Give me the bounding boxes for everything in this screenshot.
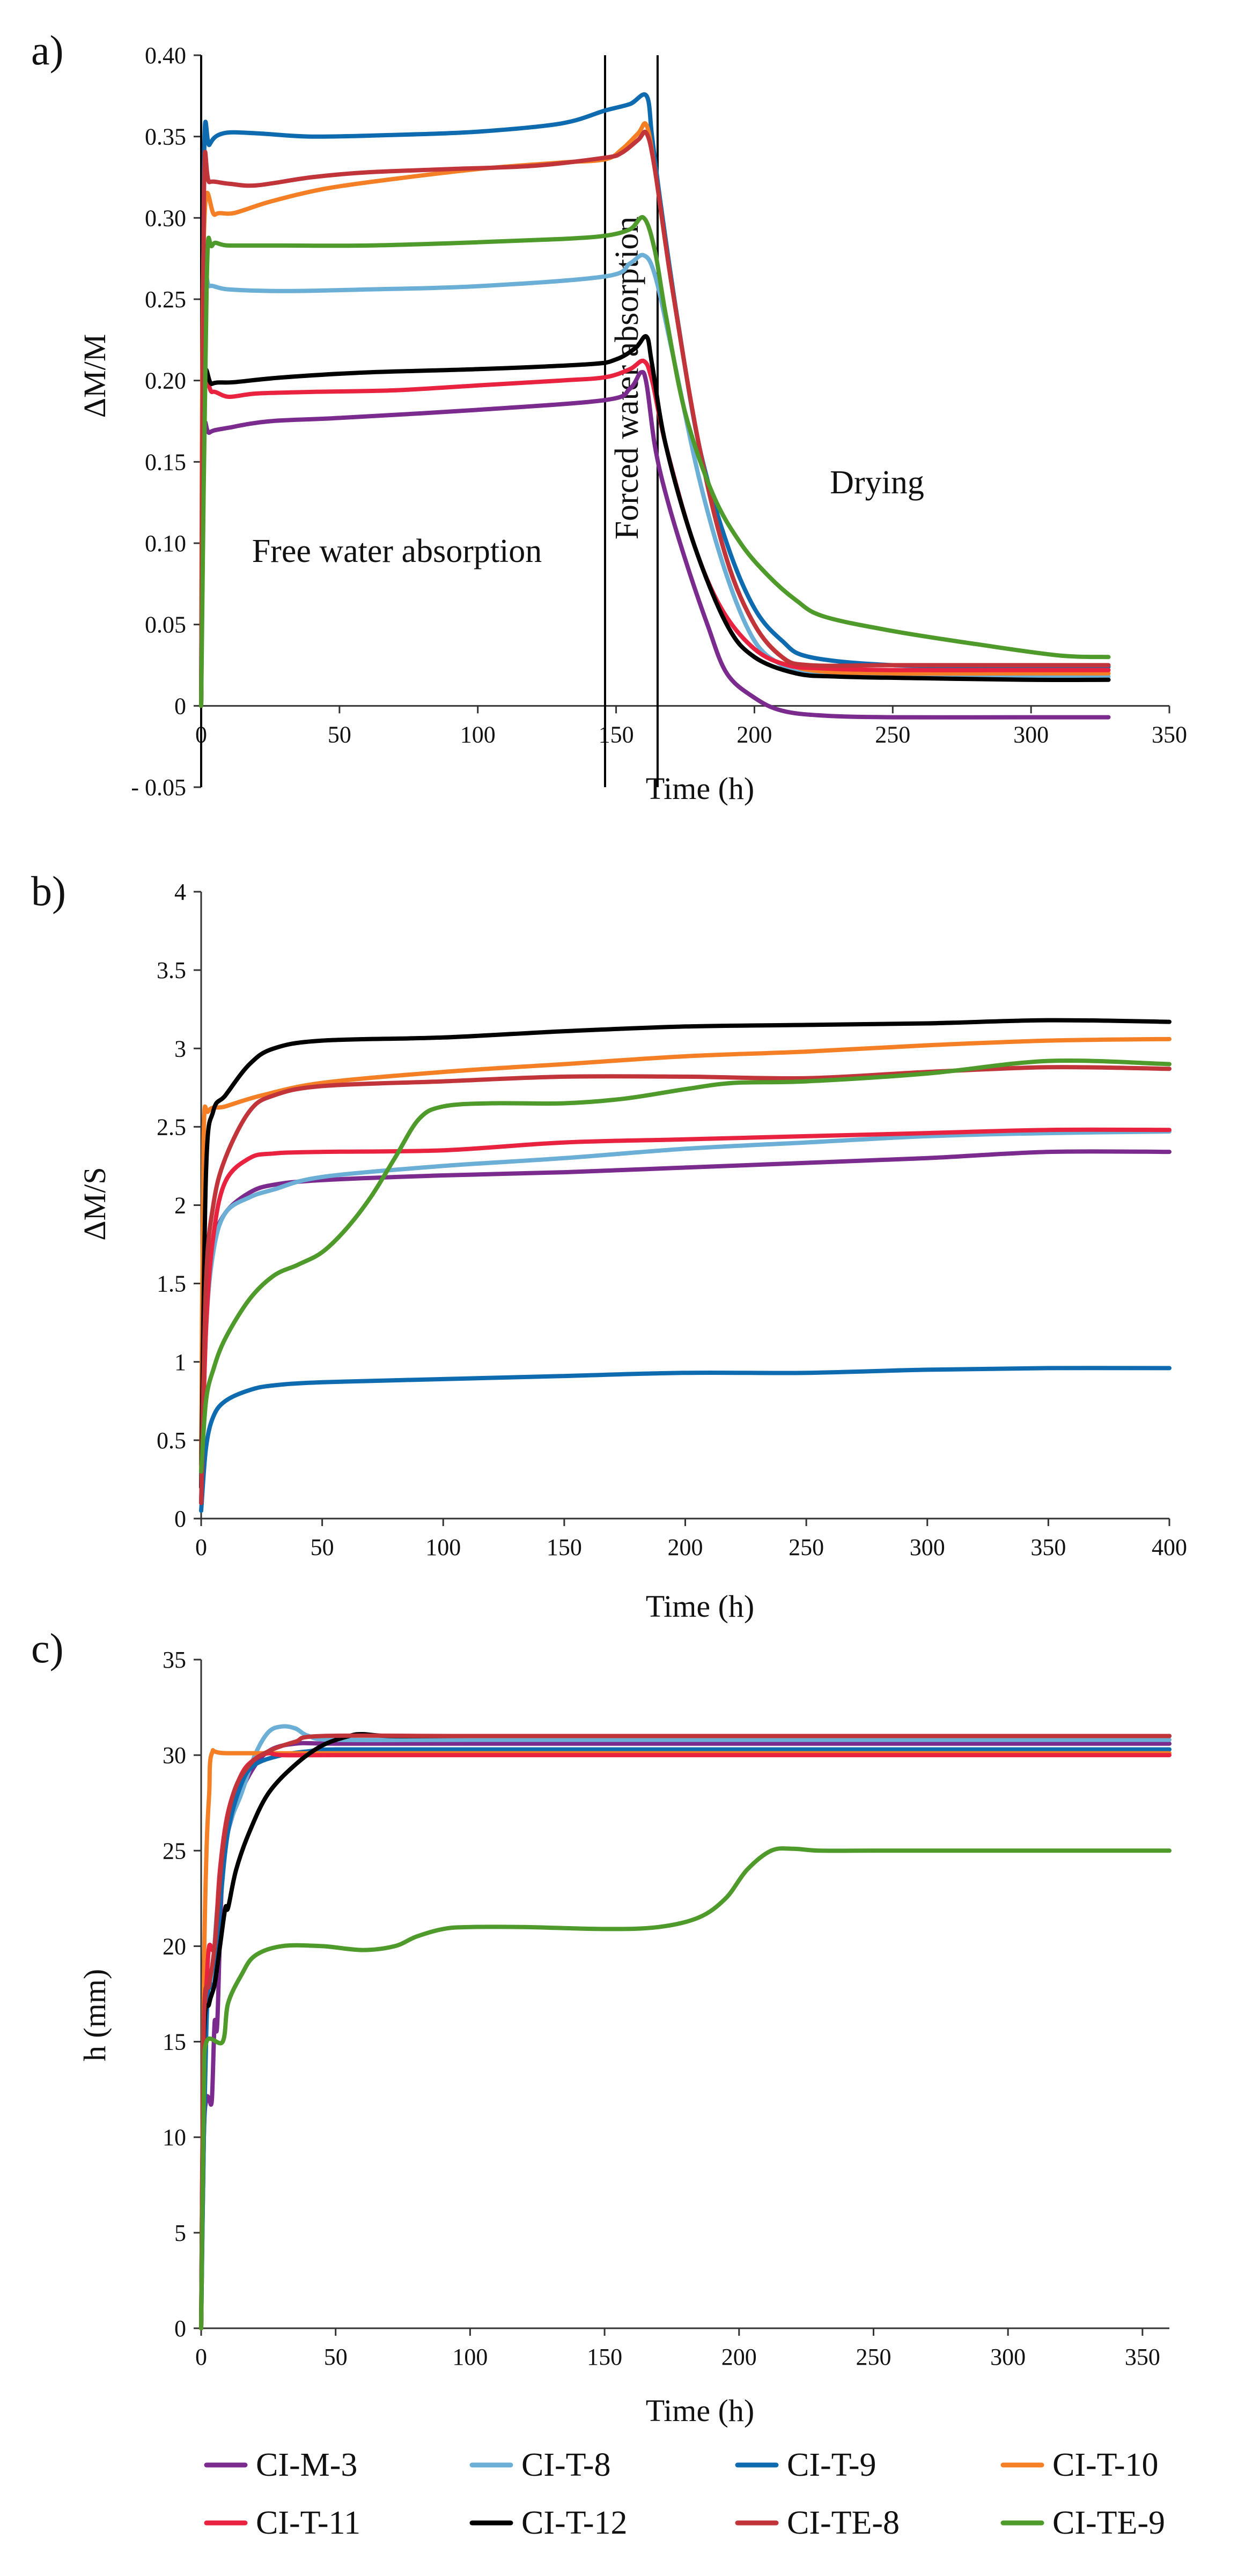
panel-b-y-tick-label: 1.5	[157, 1271, 186, 1297]
panel-a-label: a)	[31, 27, 64, 73]
panel-a: a) Time (h) ΔM/M Free water absorption F…	[31, 27, 1187, 806]
panel-b-x-tick-label: 0	[195, 1534, 207, 1560]
panel-a-series-ci-t-11	[199, 358, 1111, 708]
panel-a-series-ci-t-12	[199, 334, 1111, 708]
panel-a-x-tick-label: 150	[599, 721, 634, 747]
panel-a-y-tick-label: 0.40	[145, 42, 186, 69]
panel-b-x-tick-label: 200	[668, 1534, 703, 1560]
panel-a-y-tick-label: 0.05	[145, 612, 186, 638]
panel-b-series-ci-t-11	[199, 1127, 1172, 1505]
panel-b-x-tick-label: 150	[547, 1534, 582, 1560]
panel-c-y-tick-label: 5	[174, 2220, 186, 2246]
panel-a-y-tick-label: 0	[174, 693, 186, 719]
panel-c-series-ci-te-8	[199, 1733, 1172, 2330]
panel-a-y-axis-label: ΔM/M	[77, 334, 112, 418]
panel-b-y-axis-label: ΔM/S	[77, 1167, 112, 1240]
panel-a-x-tick-label: 300	[1013, 721, 1049, 747]
panel-a-x-tick-label: 200	[736, 721, 772, 747]
panel-c-series-group	[199, 1724, 1172, 2330]
panel-b-y-tick-label: 3	[174, 1035, 186, 1062]
panel-c-y-tick-label: 25	[163, 1838, 186, 1864]
panel-c-y-axis-label: h (mm)	[77, 1969, 112, 2061]
legend: CI-M-3 CI-T-8 CI-T-9 CI-T-10 CI-T-11 CI-T-12 C…	[204, 2447, 1165, 2541]
panel-b-series-ci-t-10	[199, 1037, 1172, 1474]
panel-c-x-tick-label: 300	[990, 2344, 1026, 2370]
panel-c-label: c)	[31, 1625, 64, 1671]
panel-a-y-tick-label: - 0.05	[131, 774, 186, 801]
panel-b-series-ci-te-9	[199, 1058, 1172, 1474]
panel-b-y-tick-label: 0.5	[157, 1427, 186, 1454]
panel-c-y-tick-label: 20	[163, 1933, 186, 1959]
panel-b-x-tick-label: 300	[910, 1534, 945, 1560]
panel-b-y-tick-label: 4	[174, 879, 186, 905]
panel-a-y-tick-label: 0.15	[145, 449, 186, 475]
panel-b-x-tick-label: 400	[1152, 1534, 1187, 1560]
panel-b-x-tick-label: 100	[425, 1534, 461, 1560]
panel-c-x-tick-label: 100	[452, 2344, 488, 2370]
panel-a-x-tick-label: 50	[328, 721, 351, 747]
annotation-free-water-absorption: Free water absorption	[252, 533, 542, 569]
legend-label-ci-t-10: CI-T-10	[1052, 2447, 1158, 2483]
panel-c-y-tick-label: 10	[163, 2125, 186, 2151]
panel-c-x-tick-label: 250	[856, 2344, 891, 2370]
panel-a-series-ci-m-3	[199, 369, 1111, 720]
panel-a-series-ci-te-9	[199, 215, 1111, 708]
panel-c-x-tick-label: 0	[195, 2344, 207, 2370]
panel-a-y-tick-label: 0.35	[145, 124, 186, 150]
panel-b-y-tick-label: 3.5	[157, 957, 186, 983]
panel-a-series-ci-t-9	[199, 92, 1111, 708]
panel-c-y-tick-label: 30	[163, 1742, 186, 1768]
legend-label-ci-t-12: CI-T-12	[521, 2505, 627, 2541]
panel-a-y-tick-label: 0.20	[145, 368, 186, 394]
panel-b-series-ci-t-9	[199, 1366, 1172, 1513]
panel-a-series-ci-t-8	[199, 253, 1111, 708]
legend-label-ci-t-11: CI-T-11	[256, 2505, 360, 2541]
panel-a-y-tick-label: 0.10	[145, 530, 186, 557]
panel-a-y-tick-label: 0.25	[145, 286, 186, 313]
legend-label-ci-te-9: CI-TE-9	[1052, 2505, 1165, 2541]
panel-b-x-tick-label: 250	[789, 1534, 824, 1560]
panel-c-series-ci-te-9	[199, 1846, 1172, 2330]
panel-a-x-tick-label: 350	[1152, 721, 1187, 747]
legend-label-ci-t-9: CI-T-9	[787, 2447, 876, 2483]
panel-c-x-tick-label: 50	[324, 2344, 348, 2370]
panel-b-x-tick-label: 50	[311, 1534, 334, 1560]
panel-c-x-axis-label: Time (h)	[646, 2393, 755, 2428]
panel-c-x-tick-label: 200	[721, 2344, 757, 2370]
panel-b-y-tick-label: 1	[174, 1349, 186, 1375]
panel-a-x-axis-label: Time (h)	[646, 771, 755, 806]
panel-b-y-tick-label: 2	[174, 1193, 186, 1219]
panel-c-y-tick-label: 0	[174, 2315, 186, 2342]
legend-label-ci-t-8: CI-T-8	[521, 2447, 610, 2483]
panel-c-x-tick-label: 150	[587, 2344, 622, 2370]
panel-b-axes-group: 0 0.5 1 1.5 2 2.5 3 3.5 4 0 50 100 150 200 250 300 350 40…	[157, 879, 1187, 1560]
legend-label-ci-m-3: CI-M-3	[256, 2447, 357, 2483]
panel-b: b) Time (h) ΔM/S 0 0.5 1 1.5 2 2.5 3 3.5 4 0 50 100…	[31, 868, 1187, 1624]
annotation-drying: Drying	[830, 464, 924, 501]
panel-a-series-ci-te-8	[199, 129, 1111, 708]
panel-b-label: b)	[31, 868, 66, 914]
panel-a-x-tick-label: 250	[875, 721, 910, 747]
panel-c-x-tick-label: 350	[1125, 2344, 1160, 2370]
panel-b-series-ci-t-12	[199, 1018, 1172, 1490]
panel-c-y-tick-label: 15	[163, 2029, 186, 2055]
panel-a-y-tick-label: 0.30	[145, 205, 186, 231]
panel-b-y-tick-label: 0	[174, 1506, 186, 1532]
panel-a-x-tick-label: 100	[460, 721, 496, 747]
panel-b-x-tick-label: 350	[1030, 1534, 1066, 1560]
panel-b-y-tick-label: 2.5	[157, 1114, 186, 1140]
panel-a-series-group	[199, 92, 1111, 720]
panel-b-series-group	[199, 1018, 1172, 1513]
legend-label-ci-te-8: CI-TE-8	[787, 2505, 900, 2541]
panel-b-x-axis-label: Time (h)	[646, 1589, 755, 1624]
panel-c-y-tick-label: 35	[163, 1647, 186, 1673]
